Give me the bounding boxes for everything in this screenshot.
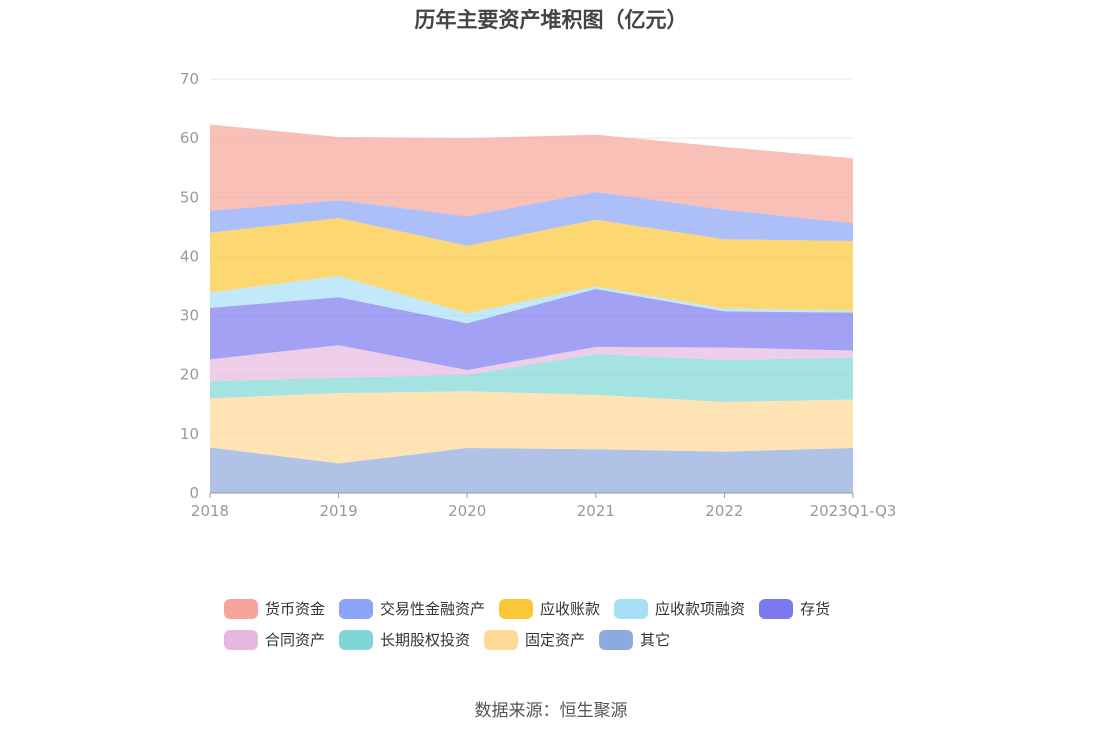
- x-tick-label: 2021: [577, 502, 615, 520]
- legend-swatch: [224, 598, 258, 619]
- legend-swatch: [759, 598, 794, 619]
- y-tick-label: 0: [189, 484, 199, 502]
- area-layer: [210, 124, 853, 493]
- legend-label: 应收款项融资: [655, 600, 746, 618]
- chart-title: 历年主要资产堆积图（亿元）: [414, 8, 688, 32]
- series-area-0[interactable]: [210, 447, 853, 493]
- legend-swatch: [224, 629, 258, 650]
- series-area-2[interactable]: [210, 354, 853, 402]
- legend-item[interactable]: 货币资金: [224, 598, 325, 619]
- legend-item[interactable]: 交易性金融资产: [339, 598, 485, 619]
- legend-label: 存货: [800, 600, 831, 618]
- x-tick-label: 2020: [448, 502, 486, 520]
- axes: 0 10 20 30 40 50 60 70 2018 2019 2020 2021 2022 2023Q…: [180, 70, 897, 520]
- x-tick-label: 2018: [191, 502, 229, 520]
- legend-item[interactable]: 长期股权投资: [339, 629, 470, 650]
- legend-label: 合同资产: [265, 631, 326, 649]
- legend-swatch: [484, 629, 519, 650]
- legend-row: 合同资产 长期股权投资 固定资产 其它: [224, 629, 884, 650]
- y-tick-label: 20: [180, 366, 199, 384]
- series-area-8[interactable]: [210, 124, 853, 224]
- y-tick-label: 30: [180, 307, 199, 325]
- y-tick-label: 70: [180, 70, 199, 88]
- y-tick-label: 40: [180, 247, 199, 265]
- legend-label: 其它: [640, 631, 671, 649]
- legend-label: 应收账款: [540, 600, 601, 618]
- legend-label: 固定资产: [525, 631, 586, 649]
- series-area-3[interactable]: [210, 345, 853, 382]
- series-area-4[interactable]: [210, 288, 853, 370]
- y-tick-label: 10: [180, 425, 199, 443]
- legend-item[interactable]: 合同资产: [224, 629, 325, 650]
- legend-item[interactable]: 应收账款: [499, 598, 600, 619]
- legend-item[interactable]: 应收款项融资: [614, 598, 745, 619]
- series-area-1[interactable]: [210, 391, 853, 464]
- source-note: 数据来源：恒生聚源: [474, 701, 628, 721]
- legend-swatch: [499, 598, 534, 619]
- x-tick-label: 2023Q1-Q3: [810, 502, 897, 520]
- legend-label: 货币资金: [265, 600, 326, 618]
- series-area-5[interactable]: [210, 275, 853, 324]
- legend-label: 交易性金融资产: [380, 600, 486, 618]
- legend-label: 长期股权投资: [380, 631, 471, 649]
- legend: 货币资金 交易性金融资产 应收账款 应收款项融资 存货 合同资产 长期股权投资 固定资产 其它: [224, 598, 884, 660]
- legend-swatch: [339, 629, 374, 650]
- series-area-7[interactable]: [210, 191, 853, 246]
- y-tick-label: 60: [180, 129, 199, 147]
- legend-item[interactable]: 存货: [759, 598, 830, 619]
- legend-row: 货币资金 交易性金融资产 应收账款 应收款项融资 存货: [224, 598, 884, 619]
- legend-swatch: [614, 598, 649, 619]
- x-tick-label: 2019: [320, 502, 358, 520]
- legend-item[interactable]: 固定资产: [484, 629, 585, 650]
- x-tick-label: 2022: [705, 502, 743, 520]
- series-area-6[interactable]: [210, 217, 853, 314]
- y-tick-label: 50: [180, 188, 199, 206]
- legend-item[interactable]: 其它: [599, 629, 670, 650]
- legend-swatch: [339, 598, 374, 619]
- legend-swatch: [599, 629, 634, 650]
